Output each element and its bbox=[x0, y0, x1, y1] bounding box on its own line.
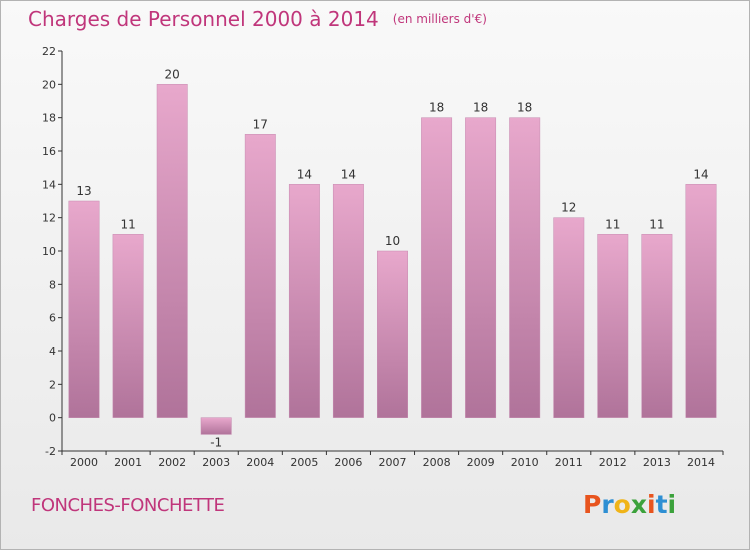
y-tick-label: 22 bbox=[42, 45, 56, 58]
data-label-2005: 14 bbox=[297, 167, 312, 181]
bar-2009 bbox=[465, 117, 497, 418]
y-tick-label: 16 bbox=[42, 145, 56, 158]
y-tick-label: 14 bbox=[42, 178, 56, 191]
data-label-2001: 11 bbox=[120, 217, 135, 231]
chart-title: Charges de Personnel 2000 à 2014 bbox=[28, 7, 379, 31]
x-tick-label-2010: 2010 bbox=[511, 456, 539, 469]
y-tick-label: 12 bbox=[42, 212, 56, 225]
data-label-2012: 11 bbox=[605, 217, 620, 231]
data-label-2006: 14 bbox=[341, 167, 356, 181]
bar-2014 bbox=[685, 184, 717, 418]
bar-2003 bbox=[200, 417, 232, 435]
bar-2006 bbox=[332, 184, 364, 418]
data-label-2007: 10 bbox=[385, 234, 400, 248]
x-tick-label-2001: 2001 bbox=[114, 456, 142, 469]
chart-title-block: Charges de Personnel 2000 à 2014 (en mill… bbox=[28, 7, 487, 31]
x-tick-label-2012: 2012 bbox=[599, 456, 627, 469]
brand-logo: Proxiti bbox=[583, 490, 676, 519]
data-label-2013: 11 bbox=[649, 217, 664, 231]
bar-2000 bbox=[68, 200, 100, 418]
brand-letter: P bbox=[583, 490, 602, 519]
x-tick-label-2009: 2009 bbox=[467, 456, 495, 469]
bar-2011 bbox=[553, 217, 585, 418]
y-tick-label: 2 bbox=[49, 378, 56, 391]
data-label-2004: 17 bbox=[253, 117, 268, 131]
x-tick-label-2003: 2003 bbox=[202, 456, 230, 469]
bar-2007 bbox=[377, 250, 408, 418]
data-labels: 13 11 20 -1 17 14 14 10 18 18 18 12 11 11 14 bbox=[76, 67, 708, 449]
y-tick-label: -2 bbox=[45, 445, 56, 458]
brand-letter: o bbox=[613, 490, 631, 519]
bars-group bbox=[68, 84, 717, 435]
y-tick-label: 8 bbox=[49, 278, 56, 291]
y-tick-label: 6 bbox=[49, 312, 56, 325]
data-label-2000: 13 bbox=[76, 184, 91, 198]
x-tick-label-2013: 2013 bbox=[643, 456, 671, 469]
x-tick-label-2014: 2014 bbox=[687, 456, 715, 469]
x-tick-label-2007: 2007 bbox=[379, 456, 407, 469]
bar-2008 bbox=[421, 117, 453, 418]
bar-2001 bbox=[112, 234, 144, 418]
x-tick-label-2011: 2011 bbox=[555, 456, 583, 469]
chart-subtitle: (en milliers d'€) bbox=[392, 12, 487, 26]
bar-2005 bbox=[288, 184, 320, 418]
data-label-2002: 20 bbox=[165, 67, 180, 81]
brand-letter: i bbox=[667, 490, 677, 519]
data-label-2014: 14 bbox=[693, 167, 708, 181]
bar-2002 bbox=[156, 84, 188, 418]
x-tick-label-2002: 2002 bbox=[158, 456, 186, 469]
brand-letter: r bbox=[601, 490, 614, 519]
data-label-2003: -1 bbox=[210, 435, 222, 449]
y-tick-label: 20 bbox=[42, 78, 56, 91]
y-tick-label: 0 bbox=[49, 412, 56, 425]
bar-2012 bbox=[597, 234, 629, 418]
x-tick-label-2005: 2005 bbox=[290, 456, 318, 469]
x-axis: 2000 2001 2002 2003 2004 2005 2006 2007 2008 2009… bbox=[61, 450, 724, 469]
brand-letter: t bbox=[655, 490, 668, 519]
data-label-2011: 12 bbox=[561, 201, 576, 215]
y-axis: -2 0 2 4 6 8 10 12 14 16 18 20 22 bbox=[42, 45, 63, 458]
y-tick-label: 18 bbox=[42, 112, 56, 125]
commune-name: FONCHES-FONCHETTE bbox=[31, 495, 225, 516]
data-label-2010: 18 bbox=[517, 101, 532, 115]
brand-letter: i bbox=[647, 490, 656, 519]
x-tick-label-2006: 2006 bbox=[334, 456, 362, 469]
x-tick-label-2008: 2008 bbox=[423, 456, 451, 469]
bar-2013 bbox=[641, 234, 673, 418]
x-tick-label-2000: 2000 bbox=[70, 456, 98, 469]
bar-2010 bbox=[509, 117, 541, 418]
brand-letter: x bbox=[630, 490, 647, 519]
bar-2004 bbox=[244, 134, 276, 418]
data-label-2008: 18 bbox=[429, 101, 444, 115]
y-tick-label: 10 bbox=[42, 245, 56, 258]
y-tick-label: 4 bbox=[49, 345, 56, 358]
x-tick-label-2004: 2004 bbox=[246, 456, 274, 469]
data-label-2009: 18 bbox=[473, 101, 488, 115]
